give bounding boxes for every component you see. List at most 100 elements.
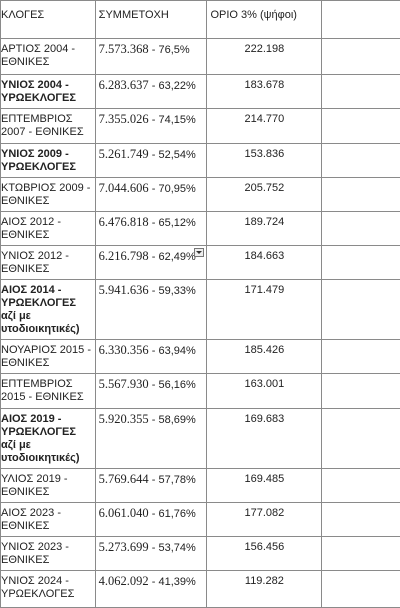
header-cell (322, 1, 400, 39)
empty-cell (322, 280, 400, 340)
threshold-cell: 153.836 (207, 144, 322, 178)
turnout-percent: - 56,16% (152, 379, 196, 391)
empty-cell (322, 537, 400, 571)
threshold-cell: 156.456 (207, 537, 322, 571)
empty-cell (322, 503, 400, 537)
turnout-cell: 6.476.818 - 65,12% (95, 212, 207, 246)
turnout-cell: 7.573.368 - 76,5% (95, 39, 207, 75)
threshold-cell: 171.479 (207, 280, 322, 340)
election-cell: ΚΤΩΒΡΙΟΣ 2009 - ΕΘΝΙΚΕΣ (1, 178, 96, 212)
turnout-percent: - 63,94% (152, 345, 196, 357)
turnout-percent: - 70,95% (152, 183, 196, 195)
empty-cell (322, 374, 400, 409)
turnout-cell: 5.769.644 - 57,78% (95, 469, 207, 503)
empty-cell (322, 409, 400, 469)
turnout-cell: 6.061.040 - 61,76% (95, 503, 207, 537)
threshold-cell: 163.001 (207, 374, 322, 409)
election-cell: ΥΝΙΟΣ 2009 - ΥΡΩΕΚΛΟΓΕΣ (1, 144, 96, 178)
turnout-percent: - 41,39% (152, 576, 196, 588)
turnout-percent: - 57,78% (152, 474, 196, 486)
empty-cell (322, 75, 400, 109)
election-cell: ΑΙΟΣ 2014 - ΥΡΩΕΚΛΟΓΕΣ αζί με υτοδιοικητ… (1, 280, 96, 340)
turnout-percent: - 63,22% (152, 80, 196, 92)
empty-cell (322, 571, 400, 608)
turnout-cell: 6.283.637 - 63,22% (95, 75, 207, 109)
page: {"table": { "header": ["ΚΛΟΓΕΣ", "ΣΥΜΜΕΤ… (0, 0, 400, 533)
table-row: ΑΙΟΣ 2014 - ΥΡΩΕΚΛΟΓΕΣ αζί με υτοδιοικητ… (1, 280, 400, 340)
threshold-cell: 185.426 (207, 340, 322, 374)
threshold-cell: 214.770 (207, 109, 322, 144)
turnout-cell: 5.261.749 - 52,54% (95, 144, 207, 178)
empty-cell (322, 340, 400, 374)
turnout-value: 5.769.644 (99, 472, 149, 486)
threshold-cell: 119.282 (207, 571, 322, 608)
turnout-cell: 5.941.636 - 59,33% (95, 280, 207, 340)
turnout-percent: - 65,12% (152, 217, 196, 229)
empty-cell (322, 144, 400, 178)
turnout-value: 5.261.749 (99, 147, 149, 161)
turnout-cell: 5.567.930 - 56,16% (95, 374, 207, 409)
election-cell: ΑΙΟΣ 2023 - ΕΘΝΙΚΕΣ (1, 503, 96, 537)
election-cell: ΥΝΙΟΣ 2023 - ΕΘΝΙΚΕΣ (1, 537, 96, 571)
turnout-value: 5.941.636 (99, 283, 149, 297)
turnout-percent: - 74,15% (152, 114, 196, 126)
table-row: ΑΙΟΣ 2019 - ΥΡΩΕΚΛΟΓΕΣ αζί με υτοδιοικητ… (1, 409, 400, 469)
turnout-value: 4.062.092 (99, 574, 149, 588)
dropdown-button[interactable] (194, 248, 204, 257)
turnout-percent: - 53,74% (152, 542, 196, 554)
election-cell: ΝΟΥΑΡΙΟΣ 2015 - ΕΘΝΙΚΕΣ (1, 340, 96, 374)
turnout-cell: 7.044.606 - 70,95% (95, 178, 207, 212)
threshold-cell: 169.485 (207, 469, 322, 503)
election-cell: ΥΝΙΟΣ 2012 - ΕΘΝΙΚΕΣ (1, 246, 96, 280)
election-cell: ΑΙΟΣ 2019 - ΥΡΩΕΚΛΟΓΕΣ αζί με υτοδιοικητ… (1, 409, 96, 469)
threshold-cell: 189.724 (207, 212, 322, 246)
header-cell: ΟΡΙΟ 3% (ψήφοι) (207, 1, 322, 39)
turnout-cell: 5.920.355 - 58,69% (95, 409, 207, 469)
empty-cell (322, 39, 400, 75)
threshold-cell: 205.752 (207, 178, 322, 212)
turnout-value: 5.273.699 (99, 540, 149, 554)
empty-cell (322, 246, 400, 280)
turnout-value: 6.061.040 (99, 506, 149, 520)
turnout-percent: - 52,54% (152, 149, 196, 161)
threshold-cell: 183.678 (207, 75, 322, 109)
turnout-value: 7.573.368 (99, 42, 149, 56)
turnout-value: 6.330.356 (99, 343, 149, 357)
turnout-cell: 6.216.798 - 62,49% (95, 246, 207, 280)
header-cell: ΚΛΟΓΕΣ (1, 1, 96, 39)
election-cell: ΥΛΙΟΣ 2019 - ΕΘΝΙΚΕΣ (1, 469, 96, 503)
turnout-value: 6.476.818 (99, 215, 149, 229)
turnout-cell: 5.273.699 - 53,74% (95, 537, 207, 571)
turnout-percent: - 76,5% (152, 44, 190, 56)
turnout-percent: - 62,49% (152, 251, 196, 263)
empty-cell (322, 178, 400, 212)
empty-cell (322, 469, 400, 503)
turnout-value: 7.044.606 (99, 181, 149, 195)
turnout-cell: 7.355.026 - 74,15% (95, 109, 207, 144)
turnout-cell: 4.062.092 - 41,39% (95, 571, 207, 608)
turnout-percent: - 58,69% (152, 414, 196, 426)
threshold-cell: 169.683 (207, 409, 322, 469)
threshold-cell: 184.663 (207, 246, 322, 280)
empty-cell (322, 109, 400, 144)
threshold-cell: 177.082 (207, 503, 322, 537)
election-cell: ΑΡΤΙΟΣ 2004 - ΕΘΝΙΚΕΣ (1, 39, 96, 75)
empty-cell (322, 212, 400, 246)
election-cell: ΕΠΤΕΜΒΡΙΟΣ 2015 - ΕΘΝΙΚΕΣ (1, 374, 96, 409)
turnout-cell: 6.330.356 - 63,94% (95, 340, 207, 374)
election-cell: ΥΝΙΟΣ 2004 - ΥΡΩΕΚΛΟΓΕΣ (1, 75, 96, 109)
threshold-cell: 222.198 (207, 39, 322, 75)
